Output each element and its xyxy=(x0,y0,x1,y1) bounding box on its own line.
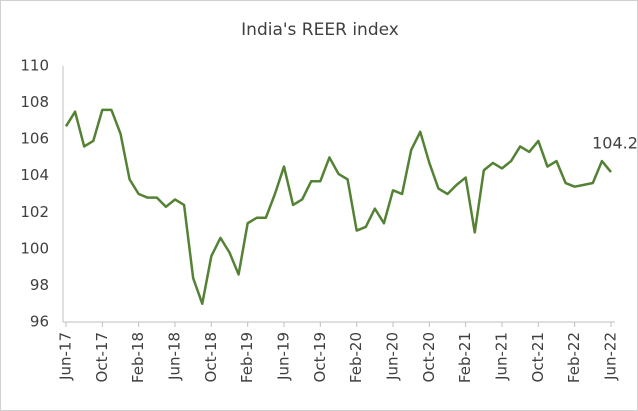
x-tick-label: Feb-20 xyxy=(347,332,365,383)
x-tick-label: Jun-22 xyxy=(602,332,620,381)
x-tick-label: Jun-21 xyxy=(493,332,511,381)
x-tick-label: Jun-18 xyxy=(166,332,184,381)
x-tick-label: Jun-19 xyxy=(275,332,293,381)
line-series xyxy=(64,108,612,305)
x-tick-label: Oct-20 xyxy=(420,332,438,382)
x-tick-label: Feb-18 xyxy=(129,332,147,383)
data-label: 104.2 xyxy=(592,134,638,153)
y-tick-label: 102 xyxy=(20,203,49,221)
chart-title: India's REER index xyxy=(241,20,399,40)
x-tick-label: Oct-18 xyxy=(202,332,220,382)
x-tick-label: Jun-17 xyxy=(57,332,75,381)
y-tick-label: 108 xyxy=(20,93,49,111)
y-tick-label: 106 xyxy=(20,130,49,148)
y-tick-label: 96 xyxy=(30,313,49,331)
y-tick-label: 100 xyxy=(20,239,49,257)
x-tick-label: Oct-21 xyxy=(529,332,547,382)
x-tick-label: Oct-19 xyxy=(311,332,329,382)
x-tick-label: Feb-22 xyxy=(565,332,583,383)
y-tick-label: 110 xyxy=(20,57,49,75)
x-tick-label: Jun-20 xyxy=(384,332,402,381)
x-tick-label: Oct-17 xyxy=(93,332,111,382)
x-tick-label: Feb-19 xyxy=(238,332,256,383)
y-tick-label: 98 xyxy=(30,276,49,294)
y-tick-label: 104 xyxy=(20,166,49,184)
x-tick-label: Feb-21 xyxy=(456,332,474,383)
